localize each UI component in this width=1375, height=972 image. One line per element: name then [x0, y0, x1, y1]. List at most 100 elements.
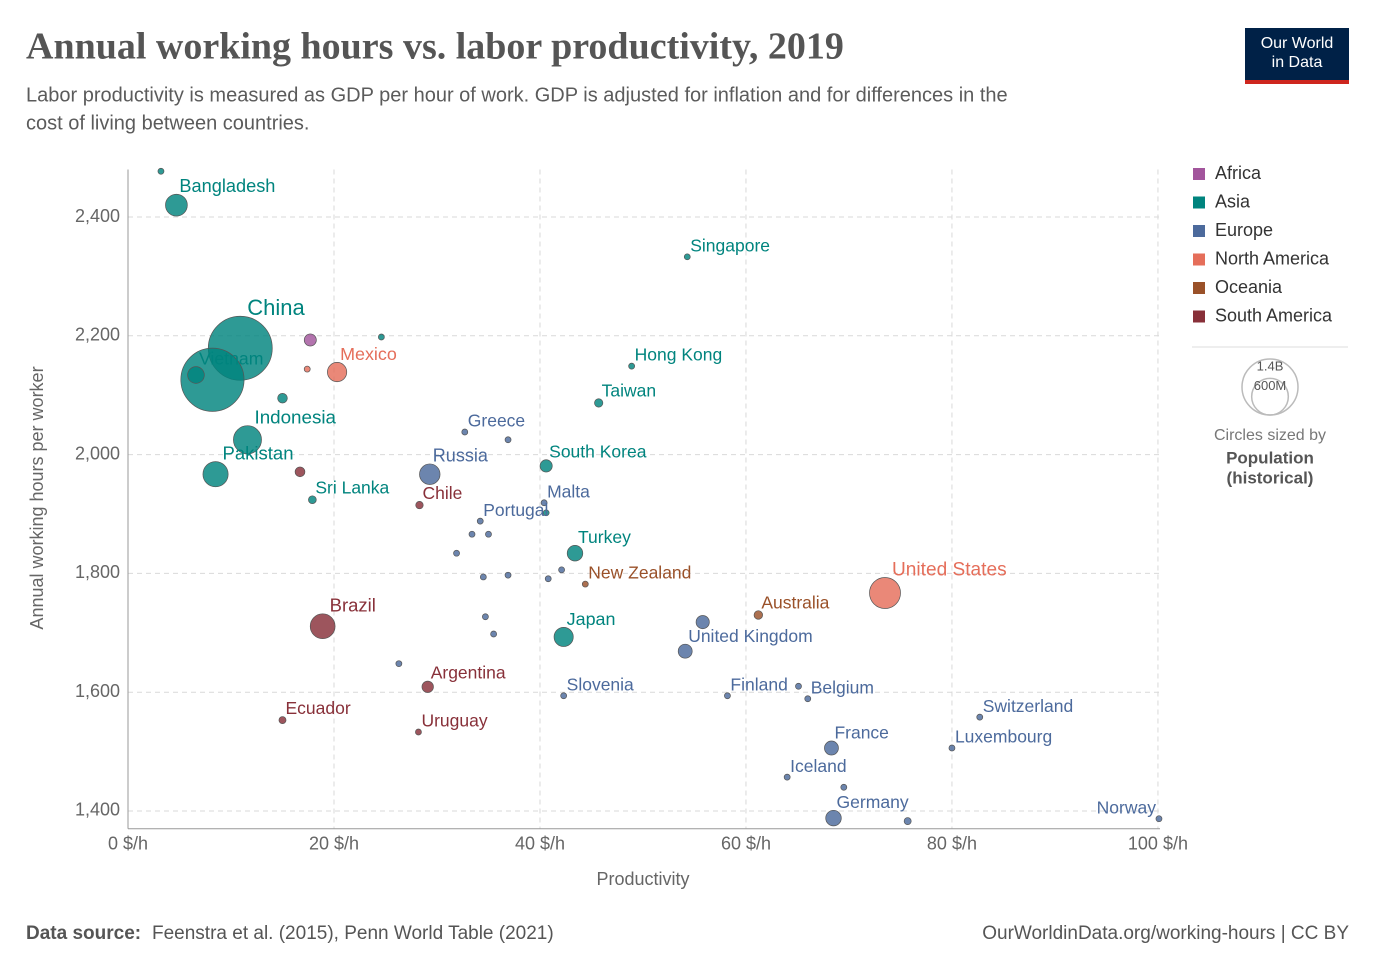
bubble — [558, 566, 565, 574]
bubble — [395, 660, 403, 668]
point-label: Luxembourg — [955, 727, 1052, 747]
point-label: Malta — [547, 481, 590, 501]
point-label: Germany — [837, 792, 909, 812]
point-label: Iceland — [790, 756, 846, 776]
legend-swatch — [1193, 196, 1205, 209]
x-tick-label: 80 $/h — [927, 834, 977, 854]
bubble — [539, 459, 553, 473]
bubble — [824, 740, 839, 756]
point-label: Vietnam — [199, 348, 263, 368]
x-tick-label: 40 $/h — [515, 834, 565, 854]
y-tick-label: 1,600 — [75, 681, 120, 701]
point-label: Russia — [433, 446, 489, 466]
point-label: Portugal — [483, 500, 548, 520]
size-legend-circle — [1250, 377, 1290, 416]
x-tick-label: 20 $/h — [309, 834, 359, 854]
point-label: United States — [892, 560, 1007, 581]
bubble — [303, 365, 311, 373]
legend-swatch — [1193, 225, 1205, 237]
bubble — [840, 783, 848, 791]
point-label: China — [247, 295, 305, 320]
bubble — [566, 545, 584, 562]
legend-swatch — [1193, 310, 1205, 323]
bubble — [594, 398, 604, 408]
bubble — [165, 193, 188, 217]
bubble — [1155, 815, 1163, 823]
bubble — [581, 580, 589, 588]
bubble — [542, 509, 550, 517]
point-label: Japan — [567, 609, 616, 629]
bubble — [553, 626, 574, 647]
point-label: Singapore — [690, 235, 770, 255]
point-label: Belgium — [811, 677, 874, 697]
size-legend-label: 600M — [1254, 378, 1287, 393]
chart-title: Annual working hours vs. labor productiv… — [26, 26, 844, 68]
bubble — [482, 613, 489, 621]
bubble — [468, 530, 476, 538]
bubble — [277, 392, 288, 404]
bubble — [948, 744, 956, 752]
point-label: New Zealand — [588, 563, 691, 583]
logo[interactable] — [1245, 28, 1349, 80]
legend-label: Oceania — [1215, 277, 1283, 297]
point-label: Australia — [761, 592, 829, 612]
bubble — [504, 436, 512, 444]
bubble — [202, 461, 229, 488]
size-legend-variable: Population — [1226, 448, 1314, 467]
bubble — [695, 615, 710, 630]
point-label: Hong Kong — [635, 345, 723, 365]
bubble — [461, 428, 469, 436]
bubble — [378, 333, 385, 341]
bubble — [419, 463, 441, 485]
bubble — [479, 573, 487, 581]
bubble — [327, 362, 348, 383]
bubble — [628, 362, 635, 370]
point-label: United Kingdom — [688, 626, 813, 646]
bubble — [677, 643, 693, 659]
y-tick-label: 1,800 — [75, 562, 120, 582]
bubble — [795, 682, 802, 690]
x-axis-title: Productivity — [596, 869, 689, 889]
source-label: Data source: — [26, 923, 141, 944]
point-label: Slovenia — [567, 674, 634, 694]
size-legend-label: 1.4B — [1257, 358, 1284, 373]
size-legend-variable: (historical) — [1227, 468, 1314, 487]
bubble — [504, 571, 512, 579]
legend-label: Europe — [1215, 220, 1273, 240]
subtitle: cost of living between countries. — [26, 112, 310, 134]
bubble — [804, 695, 812, 703]
legend-label: North America — [1215, 248, 1330, 268]
legend-swatch — [1193, 168, 1205, 180]
point-label: Switzerland — [983, 696, 1073, 716]
bubble — [485, 530, 492, 538]
bubble — [233, 425, 262, 455]
bubble — [415, 728, 422, 736]
point-label: Norway — [1097, 797, 1157, 817]
point-label: Indonesia — [254, 407, 336, 428]
point-label: Taiwan — [602, 380, 656, 400]
point-label: Bangladesh — [179, 176, 275, 196]
bubble — [421, 680, 434, 693]
bubble — [157, 167, 165, 175]
point-label: France — [834, 723, 888, 743]
point-label: Mexico — [340, 344, 397, 364]
point-label: South Korea — [549, 441, 647, 461]
y-tick-label: 1,400 — [75, 800, 120, 820]
logo-bar — [1245, 80, 1349, 84]
source-url[interactable]: OurWorldinData.org/working-hours | CC BY — [982, 923, 1349, 944]
point-label: Greece — [468, 411, 525, 431]
point-label: Ecuador — [285, 698, 350, 718]
point-label: Turkey — [578, 527, 631, 547]
legend-label: Africa — [1215, 163, 1262, 183]
y-axis-title: Annual working hours per worker — [27, 366, 47, 629]
source: Feenstra et al. (2015), Penn World Table… — [152, 923, 554, 944]
bubble — [309, 613, 336, 640]
point-label: Finland — [730, 674, 787, 694]
y-tick-label: 2,200 — [75, 325, 120, 345]
legend-label: South America — [1215, 305, 1333, 325]
bubble — [683, 253, 691, 261]
y-tick-label: 2,000 — [75, 443, 120, 463]
point-label: Uruguay — [421, 711, 487, 731]
bubble — [294, 466, 306, 478]
